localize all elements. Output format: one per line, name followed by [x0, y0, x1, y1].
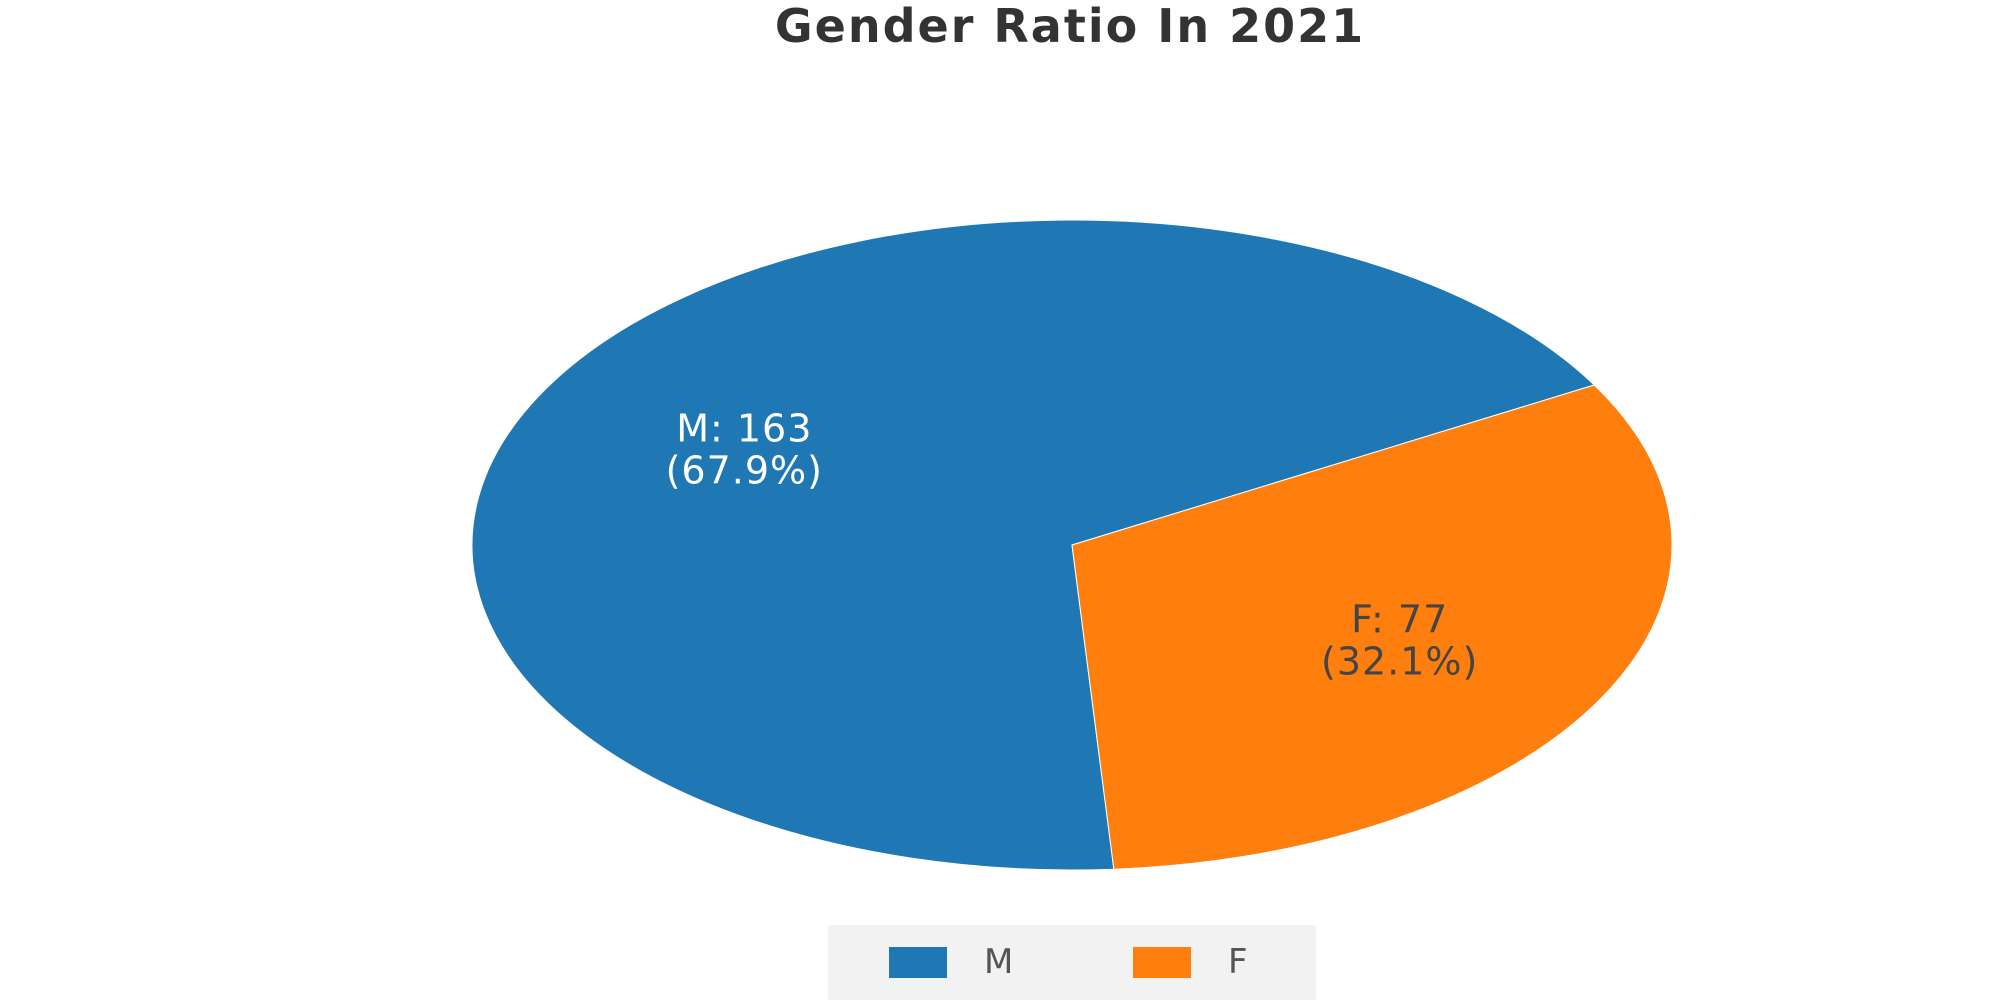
legend-item-f[interactable]: F: [1072, 925, 1316, 1000]
legend-label-f: F: [1228, 942, 1248, 982]
pie-slices: [471, 219, 1673, 871]
slice-label-f-percent: (32.1%): [1321, 639, 1478, 683]
legend-item-m[interactable]: M: [828, 925, 1072, 1000]
pie-labels: M: 163(67.9%) F: 77(32.1%): [666, 407, 1478, 684]
pie-slice-m[interactable]: [471, 219, 1596, 871]
pie-slice-f[interactable]: [1071, 384, 1673, 870]
legend: M F: [828, 925, 1316, 1000]
legend-label-m: M: [984, 942, 1014, 982]
chart-title: Gender Ratio In 2021: [774, 0, 1366, 53]
slice-label-m-value: M: 163: [676, 407, 812, 451]
legend-swatch-m: [889, 947, 947, 978]
legend-swatch-f: [1133, 947, 1191, 978]
slice-label-f-value: F: 77: [1351, 597, 1448, 641]
slice-label-m-percent: (67.9%): [666, 449, 823, 493]
